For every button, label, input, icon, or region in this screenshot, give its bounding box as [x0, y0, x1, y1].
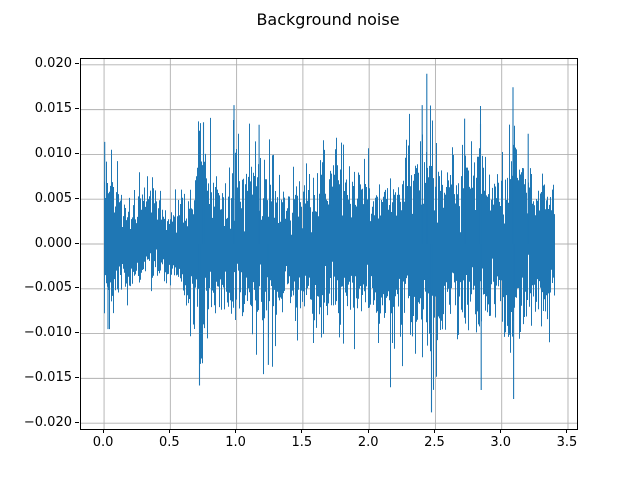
x-tick-mark — [500, 429, 502, 433]
spike-lines — [104, 73, 529, 413]
x-tick-mark — [301, 429, 303, 433]
y-tick-label: 0.005 — [34, 190, 72, 206]
y-tick-label: 0.020 — [34, 56, 72, 72]
y-tick-mark — [75, 332, 79, 334]
x-tick-label: 0.5 — [158, 435, 180, 450]
y-tick-label: −0.020 — [23, 414, 72, 430]
y-tick-mark — [75, 152, 79, 154]
y-tick-label: −0.015 — [23, 369, 72, 385]
x-tick-mark — [566, 429, 568, 433]
y-tick-mark — [75, 242, 79, 244]
x-tick-mark — [367, 429, 369, 433]
x-tick-label: 0.0 — [92, 435, 114, 450]
plot-area — [80, 58, 578, 430]
x-tick-label: 3.5 — [556, 435, 578, 450]
x-tick-mark — [235, 429, 237, 433]
y-tick-mark — [75, 421, 79, 423]
x-tick-mark — [433, 429, 435, 433]
y-tick-mark — [75, 287, 79, 289]
chart-title: Background noise — [256, 10, 400, 29]
x-tick-label: 2.5 — [424, 435, 445, 450]
waveform-path — [104, 105, 555, 392]
y-tick-mark — [75, 108, 79, 110]
y-tick-label: 0.000 — [34, 235, 72, 251]
x-tick-mark — [102, 429, 104, 433]
y-tick-label: −0.010 — [23, 325, 72, 341]
y-tick-mark — [75, 376, 79, 378]
y-tick-label: 0.010 — [34, 145, 72, 161]
x-tick-label: 1.0 — [225, 435, 246, 450]
x-tick-label: 2.0 — [357, 435, 379, 450]
waveform-plot — [81, 59, 577, 429]
y-tick-mark — [75, 63, 79, 65]
y-tick-label: −0.005 — [23, 280, 72, 296]
y-tick-mark — [75, 197, 79, 199]
x-tick-label: 1.5 — [291, 435, 313, 450]
x-tick-mark — [168, 429, 170, 433]
x-tick-label: 3.0 — [490, 435, 512, 450]
y-tick-label: 0.015 — [34, 101, 72, 117]
